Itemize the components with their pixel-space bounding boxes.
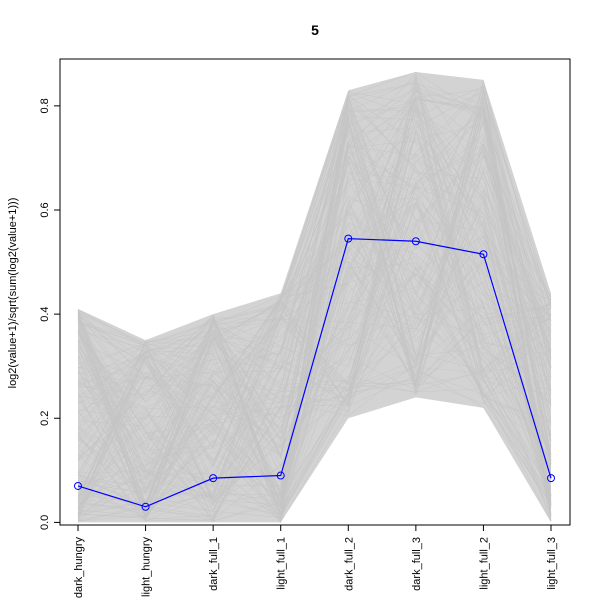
y-tick-label: 0.2 — [39, 411, 51, 426]
center-point — [411, 237, 420, 246]
profile-line — [77, 127, 552, 521]
profile-line — [77, 117, 552, 499]
profile-line — [77, 317, 552, 517]
profile-line — [77, 100, 552, 520]
profile-line — [77, 166, 552, 507]
x-tick-label: dark_full_3 — [411, 537, 423, 591]
plot-frame — [59, 58, 571, 526]
profile-line — [77, 90, 552, 518]
profile-line — [77, 210, 552, 482]
profile-line — [77, 137, 552, 524]
profile-line — [77, 212, 552, 521]
x-tick-label: light_hungry — [141, 537, 153, 597]
profile-line — [77, 85, 552, 514]
profile-line — [77, 80, 552, 522]
center-point — [547, 474, 555, 483]
profile-line — [77, 326, 552, 514]
profile-line — [77, 101, 552, 499]
center-point — [344, 234, 353, 243]
profile-line — [77, 135, 552, 515]
profile-line — [77, 124, 552, 522]
profile-line — [77, 190, 552, 417]
profile-line — [77, 86, 552, 523]
profile-line — [77, 109, 552, 519]
profile-line — [77, 76, 552, 500]
profile-line — [77, 160, 552, 521]
center-point — [74, 481, 82, 490]
profile-line — [77, 112, 552, 513]
profile-line — [77, 187, 552, 474]
profile-line — [77, 204, 552, 509]
profile-line — [77, 97, 552, 507]
profile-line — [77, 106, 552, 515]
x-tick-label: dark_full_2 — [343, 537, 355, 591]
profile-line — [77, 150, 552, 523]
y-tick-label: 0.6 — [39, 202, 51, 217]
profile-line — [77, 106, 552, 506]
y-axis: 0.0 0.2 0.4 0.6 0.8 — [39, 98, 60, 530]
profile-line — [77, 100, 552, 512]
center-point — [479, 250, 488, 259]
profile-line — [77, 71, 552, 508]
profile-line — [77, 269, 552, 428]
x-axis: dark_hungry light_hungry dark_full_1 light_… — [73, 525, 558, 598]
profile-line — [77, 89, 552, 422]
profile-line — [77, 202, 552, 477]
plot-area — [74, 71, 555, 524]
profile-line — [77, 202, 552, 518]
profile-line — [77, 98, 552, 497]
profile-line — [77, 104, 552, 510]
center-point — [141, 502, 150, 511]
x-tick-label: dark_full_1 — [208, 537, 220, 591]
x-tick-label: light_full_2 — [478, 537, 490, 590]
profile-line — [77, 182, 552, 489]
x-tick-label: light_full_1 — [276, 537, 288, 590]
y-axis-label: log2(value+1)/sqrt(sum(log2(value+1))) — [7, 198, 19, 389]
profile-line — [77, 83, 552, 518]
center-point — [276, 471, 285, 480]
profile-line — [77, 95, 552, 498]
profile-line — [77, 207, 552, 511]
y-tick-label: 0.4 — [39, 306, 51, 321]
profile-line — [77, 87, 552, 521]
profile-line — [77, 178, 552, 518]
profile-line — [77, 114, 552, 512]
profile-line — [77, 113, 552, 519]
center-point — [209, 474, 218, 483]
y-tick-label: 0.8 — [39, 98, 51, 113]
profile-line — [77, 120, 552, 517]
profile-line — [77, 89, 552, 508]
profile-line — [77, 89, 552, 523]
profile-line — [77, 159, 552, 516]
profile-line — [77, 151, 552, 507]
profile-line — [77, 202, 552, 375]
x-tick-label: light_full_3 — [546, 537, 558, 590]
x-tick-label: dark_hungry — [73, 537, 85, 599]
profile-line — [77, 133, 552, 515]
profile-line — [77, 296, 552, 487]
profile-line — [77, 261, 552, 507]
y-tick-label: 0.0 — [39, 515, 51, 530]
center-line — [77, 238, 552, 508]
chart-title: 5 — [311, 22, 319, 38]
profile-line — [77, 123, 552, 509]
